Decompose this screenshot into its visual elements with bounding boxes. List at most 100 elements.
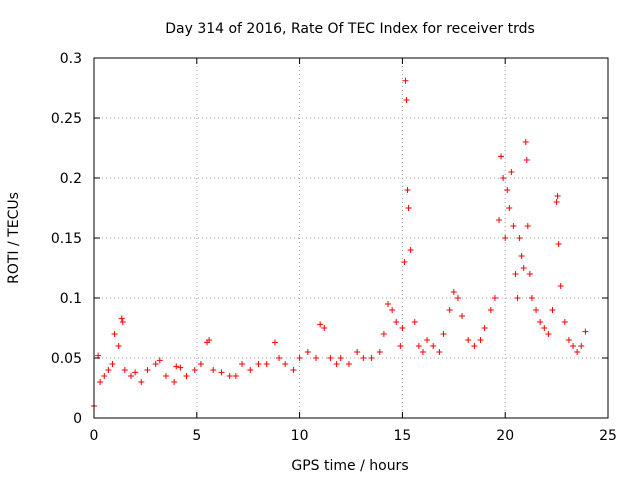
data-point: [206, 337, 213, 343]
data-point: [152, 361, 159, 367]
y-tick-label: 0: [73, 411, 82, 427]
data-point: [582, 328, 589, 335]
data-point: [109, 361, 116, 367]
data-point: [313, 355, 320, 361]
data-point: [282, 361, 289, 367]
data-point: [97, 379, 104, 385]
data-point: [191, 367, 198, 373]
y-tick-label: 0.1: [60, 291, 82, 307]
data-point: [321, 325, 328, 331]
data-point: [105, 367, 112, 373]
data-point: [144, 367, 151, 373]
data-point: [354, 349, 361, 355]
data-point: [296, 355, 303, 361]
data-point: [226, 373, 233, 379]
data-point: [317, 321, 324, 328]
data-point: [459, 313, 466, 319]
data-point: [496, 217, 503, 223]
data-point: [111, 331, 118, 337]
data-point: [504, 187, 511, 193]
data-point: [518, 253, 525, 259]
data-point: [407, 247, 414, 253]
data-point: [491, 295, 498, 301]
data-points: [91, 77, 589, 409]
data-point: [210, 367, 217, 373]
data-point: [393, 319, 400, 325]
data-point: [450, 289, 457, 295]
data-point: [121, 367, 128, 373]
data-point: [333, 361, 340, 367]
data-point: [465, 337, 472, 343]
y-tick-label: 0.25: [51, 111, 82, 127]
data-point: [290, 367, 297, 373]
data-point: [128, 373, 135, 379]
y-tick-label: 0.05: [51, 351, 82, 367]
data-point: [555, 241, 562, 247]
data-point: [173, 363, 180, 370]
data-point: [239, 361, 246, 367]
data-point: [481, 325, 488, 331]
chart-title: Day 314 of 2016, Rate Of TEC Index for r…: [165, 21, 535, 37]
data-point: [512, 271, 519, 277]
data-point: [399, 325, 406, 331]
data-point: [541, 325, 548, 331]
data-point: [561, 319, 568, 325]
data-point: [570, 343, 577, 349]
data-point: [197, 361, 204, 367]
data-point: [118, 315, 125, 322]
data-point: [276, 355, 283, 361]
data-point: [232, 373, 239, 379]
x-tick-label: 20: [496, 428, 514, 444]
x-tick-label: 10: [291, 428, 309, 444]
data-point: [502, 235, 509, 241]
data-point: [411, 319, 418, 325]
axis-ticks: 0 5 10 15 20 25 0 0.05 0.1 0.15 0.2 0.25 0.3: [51, 51, 617, 444]
data-point: [578, 343, 585, 349]
data-point: [138, 379, 145, 385]
data-point: [415, 343, 422, 349]
data-point: [337, 355, 344, 361]
data-point: [508, 169, 515, 175]
data-point: [537, 319, 544, 325]
data-point: [487, 307, 494, 313]
data-point: [549, 307, 556, 313]
data-point: [557, 283, 564, 289]
data-point: [101, 373, 108, 379]
data-point: [247, 367, 254, 373]
data-point: [554, 193, 561, 199]
data-point: [218, 369, 225, 376]
data-point: [526, 271, 533, 277]
data-point: [397, 343, 404, 349]
x-axis-label: GPS time / hours: [291, 458, 408, 474]
data-point: [360, 355, 367, 361]
data-point: [454, 295, 461, 301]
data-point: [514, 295, 521, 301]
x-tick-label: 15: [393, 428, 411, 444]
data-point: [389, 307, 396, 313]
data-point: [183, 373, 190, 379]
data-point: [304, 349, 311, 355]
data-point: [471, 343, 478, 349]
data-point: [404, 187, 411, 193]
data-point: [368, 355, 375, 361]
data-point: [506, 205, 513, 211]
data-point: [524, 223, 531, 229]
data-point: [510, 223, 517, 229]
data-point: [385, 301, 392, 307]
y-tick-label: 0.2: [60, 171, 82, 187]
data-point: [271, 339, 278, 346]
y-axis-label: ROTI / TECUs: [6, 192, 22, 284]
data-point: [419, 349, 426, 355]
data-point: [522, 139, 529, 145]
data-point: [405, 205, 412, 211]
y-tick-label: 0.3: [60, 51, 82, 67]
data-point: [162, 373, 169, 379]
data-point: [402, 77, 409, 84]
data-point: [177, 364, 184, 371]
data-point: [553, 199, 560, 205]
data-point: [403, 97, 410, 103]
data-point: [263, 361, 270, 367]
data-point: [327, 355, 334, 361]
data-point: [446, 307, 453, 313]
